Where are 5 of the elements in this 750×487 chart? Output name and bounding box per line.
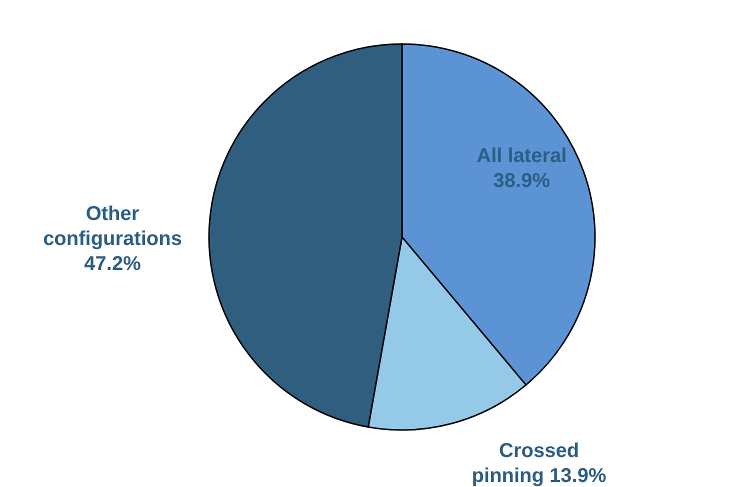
data-label: 38.9% bbox=[493, 170, 550, 192]
data-label: 47.2% bbox=[84, 252, 142, 275]
slice-label: Crossed pinning 13.9% bbox=[472, 440, 606, 487]
slice-label: All lateral bbox=[476, 144, 567, 167]
slice-label: Other configurations bbox=[43, 202, 182, 250]
